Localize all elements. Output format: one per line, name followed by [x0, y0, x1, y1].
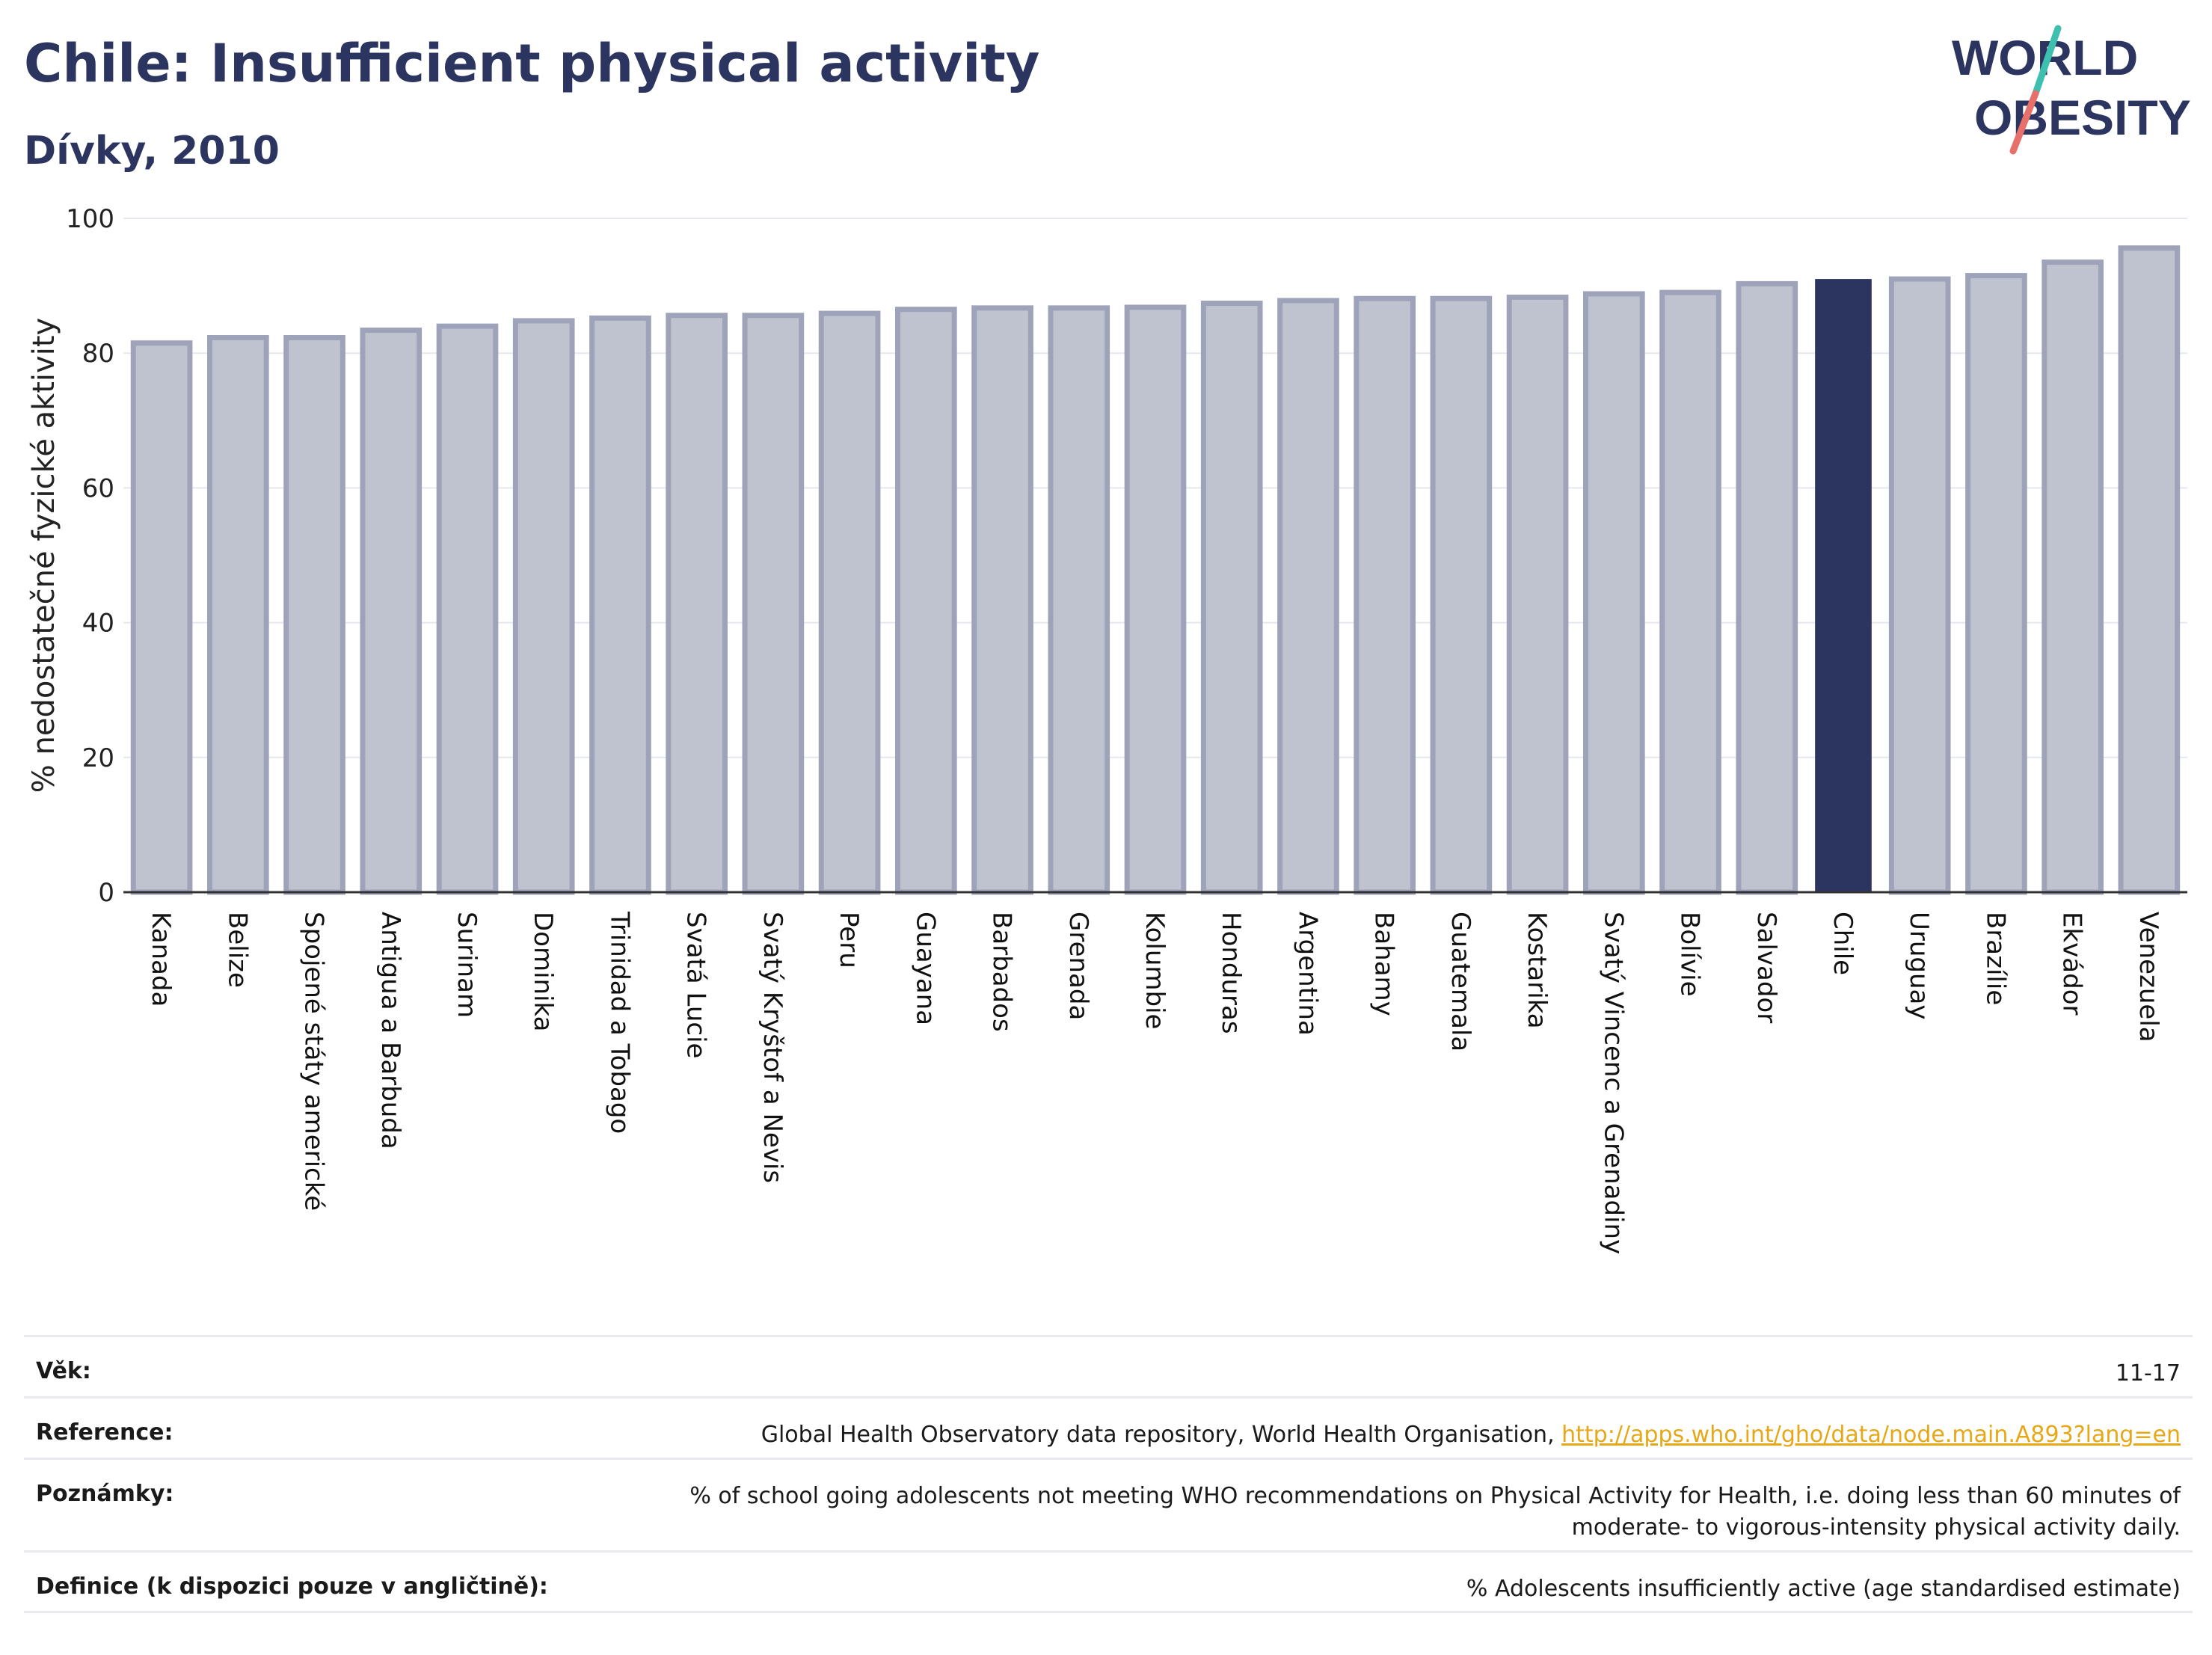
x-tick-label: Barbados: [987, 912, 1017, 1032]
x-tick-label: Ekvádor: [2057, 912, 2087, 1016]
x-tick-label: Guatemala: [1446, 912, 1475, 1051]
y-tick-label: 80: [82, 339, 114, 369]
bar: [1659, 289, 1721, 895]
x-tick-label: Belize: [222, 912, 252, 988]
x-tick-label: Honduras: [1216, 912, 1246, 1034]
bar: [1430, 295, 1493, 895]
details-row-definition: Definice (k dispozici pouze v angličtině…: [24, 1550, 2193, 1613]
logo-slash-teal: [2032, 25, 2062, 97]
definition-label: Definice (k dispozici pouze v angličtině…: [36, 1573, 548, 1600]
definition-value: % Adolescents insufficiently active (age…: [1466, 1576, 2181, 1602]
reference-label: Reference:: [36, 1419, 173, 1446]
details-row-notes: Poznámky: % of school going adolescents …: [24, 1458, 2193, 1550]
notes-value: % of school going adolescents not meetin…: [689, 1483, 2181, 1541]
details-row-age: Věk: 11-17: [24, 1335, 2193, 1396]
x-tick-label: Spojené státy americké: [299, 912, 329, 1211]
y-tick-label: 100: [66, 204, 114, 234]
reference-link[interactable]: http://apps.who.int/gho/data/node.main.A…: [1561, 1422, 2181, 1448]
x-tick-label: Salvador: [1751, 912, 1781, 1023]
bar: [666, 313, 728, 895]
y-tick-label: 0: [98, 878, 114, 908]
reference-text: Global Health Observatory data repositor…: [761, 1422, 1562, 1448]
x-tick-label: Grenada: [1063, 912, 1093, 1020]
y-tick-label: 60: [82, 473, 114, 503]
x-tick-label: Antigua a Barbuda: [375, 912, 405, 1149]
x-tick-label: Chile: [1828, 912, 1858, 975]
bar: [283, 334, 345, 895]
x-tick-label: Svatý Vincenc a Grenadiny: [1598, 912, 1628, 1254]
x-tick-label: Venezuela: [2133, 912, 2163, 1043]
bar: [2118, 245, 2181, 895]
bar: [2042, 260, 2104, 895]
chart-subtitle: Dívky, 2010: [24, 129, 280, 174]
logo-slash-coral: [2009, 90, 2039, 155]
bar: [895, 307, 957, 895]
bar: [360, 328, 423, 895]
bar: [1124, 304, 1187, 895]
bar: [1506, 294, 1569, 895]
bar: [1048, 305, 1110, 895]
reference-value: Global Health Observatory data repositor…: [761, 1419, 2181, 1451]
bar: [1277, 298, 1339, 895]
x-tick-label: Brazílie: [1980, 912, 2010, 1005]
x-tick-label: Kostarika: [1522, 912, 1552, 1029]
x-tick-label: Kolumbie: [1140, 912, 1170, 1029]
bar: [589, 315, 651, 895]
x-tick-label: Guayana: [910, 912, 940, 1025]
x-tick-label: Surinam: [452, 912, 482, 1018]
x-tick-label: Peru: [834, 912, 864, 968]
x-tick-label: Argentina: [1292, 912, 1322, 1036]
bar: [512, 318, 575, 895]
x-tick-label: Bolívie: [1675, 912, 1705, 997]
notes-label: Poznámky:: [36, 1481, 174, 1507]
bar: [130, 340, 193, 895]
bar: [207, 334, 269, 895]
x-tick-label: Bahamy: [1369, 912, 1399, 1016]
bar: [742, 313, 805, 895]
chart-title: Chile: Insufficient physical activity: [24, 33, 1040, 94]
logo-line2: OBESITY: [1974, 90, 2191, 145]
x-tick-label: Uruguay: [1904, 912, 1934, 1020]
bar: [1736, 280, 1798, 895]
details-table: Věk: 11-17 Reference: Global Health Obse…: [24, 1335, 2193, 1613]
bar: [436, 323, 499, 895]
y-tick-label: 40: [82, 609, 114, 639]
x-tick-label: Trinidad a Tobago: [604, 911, 634, 1134]
bar: [1888, 276, 1951, 895]
y-axis-label: % nedostatečné fyzické aktivity: [27, 318, 61, 793]
bar: [1583, 291, 1645, 895]
world-obesity-logo: WORLD OBESITY: [1952, 25, 2191, 155]
bar: [971, 305, 1033, 895]
x-tick-label: Svatý Kryštof a Nevis: [758, 912, 787, 1183]
bar-highlight: [1815, 279, 1872, 893]
x-tick-label: Dominika: [528, 912, 558, 1031]
bar: [818, 310, 881, 895]
details-row-reference: Reference: Global Health Observatory dat…: [24, 1396, 2193, 1458]
bar: [1354, 295, 1416, 895]
x-tick-label: Kanada: [146, 912, 176, 1007]
bar-chart: 0 20 40 60 80 100 % nedostatečné fyzické aktiv…: [27, 204, 2187, 1254]
bar: [1965, 273, 2027, 895]
y-tick-label: 20: [82, 743, 114, 773]
age-value: 11-17: [2115, 1360, 2181, 1387]
bar: [1200, 301, 1263, 895]
x-tick-label: Svatá Lucie: [681, 912, 711, 1058]
age-label: Věk:: [36, 1358, 91, 1384]
